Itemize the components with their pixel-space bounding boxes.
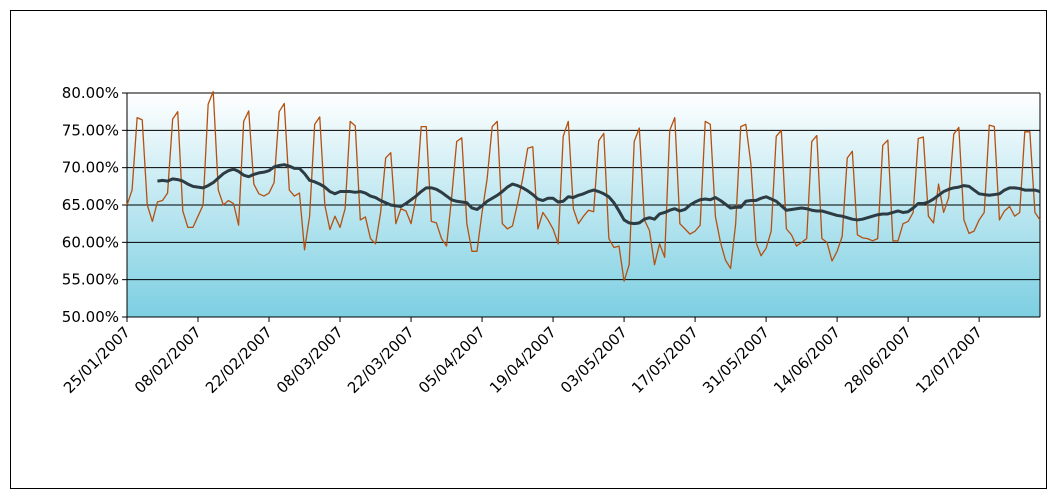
y-tick-label: 80.00% [62,84,119,102]
y-tick-label: 60.00% [62,233,119,251]
y-tick-label: 75.00% [62,121,119,139]
y-tick-label: 50.00% [62,308,119,326]
y-tick-label: 55.00% [62,271,119,289]
y-tick-label: 70.00% [62,159,119,177]
data-line [157,163,1041,226]
y-tick-label: 65.00% [62,196,119,214]
data-line [126,90,1041,282]
